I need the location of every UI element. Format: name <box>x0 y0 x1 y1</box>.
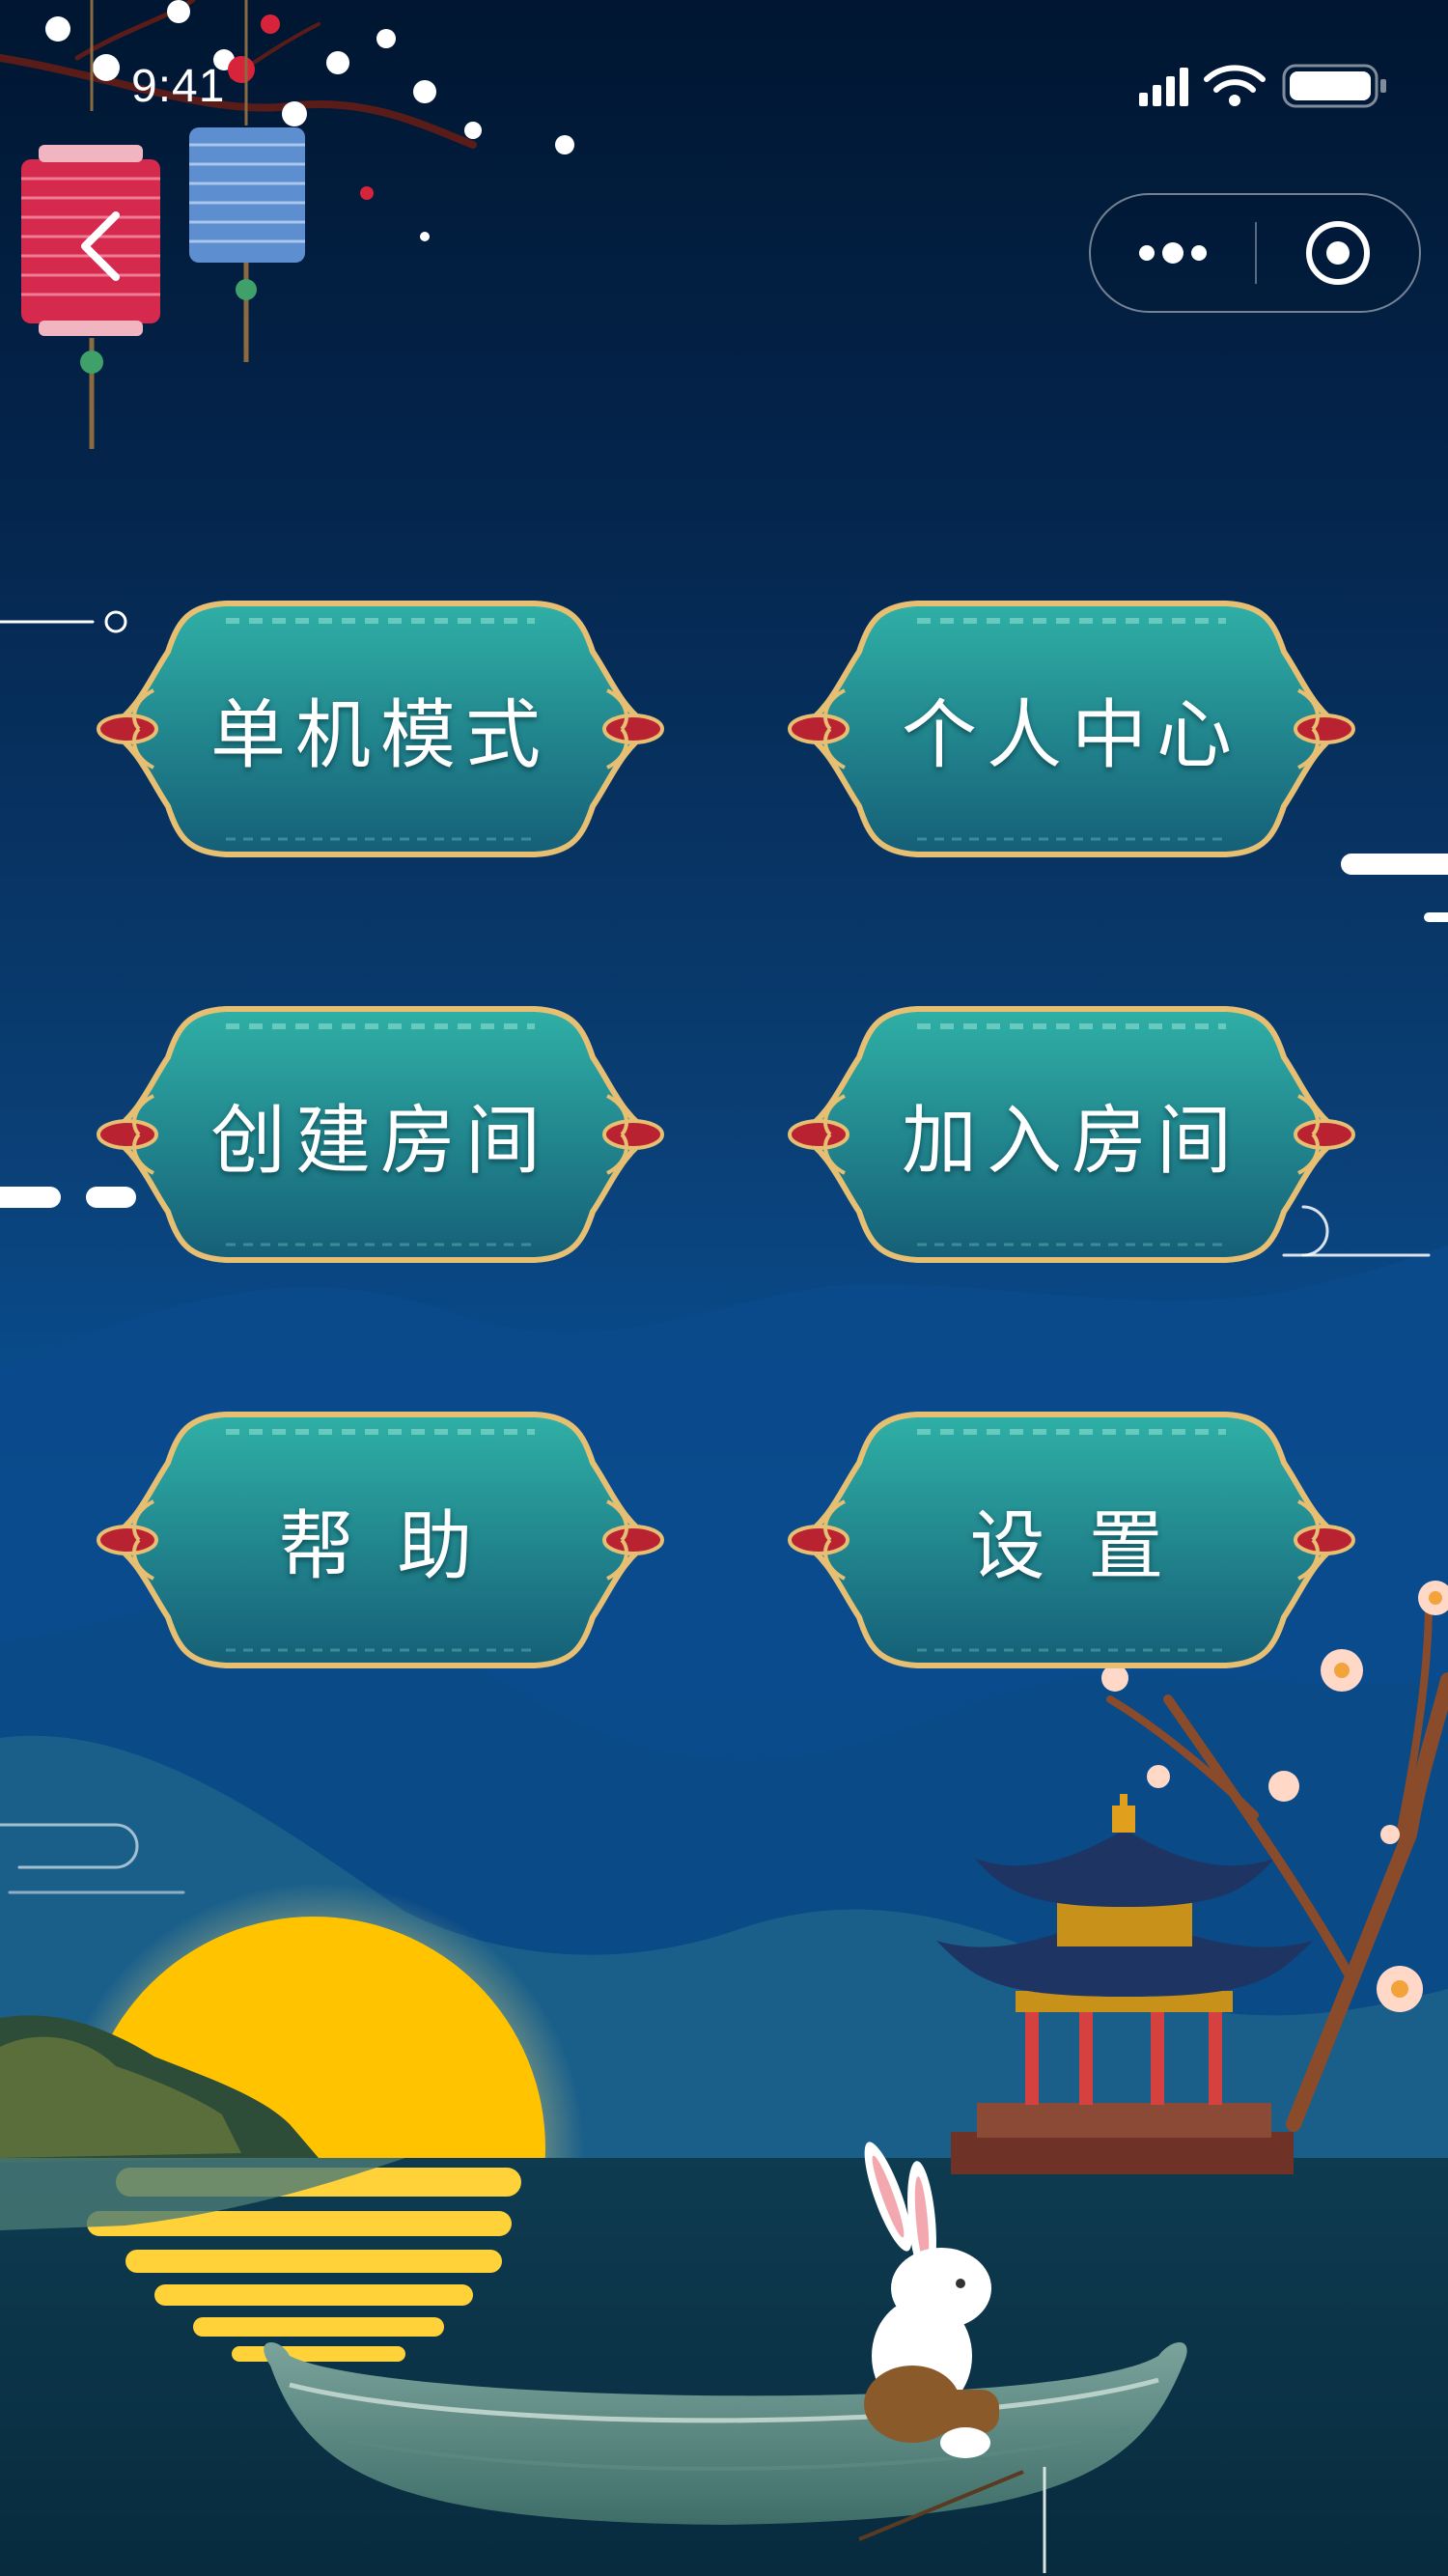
join-room-button[interactable]: 加入房间 <box>772 999 1371 1270</box>
settings-button[interactable]: 设 置 <box>772 1405 1371 1675</box>
single-mode-label: 单机模式 <box>209 692 550 779</box>
plum-branch <box>1106 1599 1448 2132</box>
ornate-button-frame <box>97 601 664 857</box>
status-icons <box>1139 64 1386 108</box>
personal-center-button[interactable]: 个人中心 <box>772 594 1371 864</box>
mini-program-capsule <box>1089 193 1421 313</box>
create-room-button[interactable]: 创建房间 <box>81 999 680 1270</box>
boat <box>264 2342 1187 2573</box>
target-circle-icon <box>1306 221 1370 285</box>
ornate-button-frame <box>788 1412 1355 1668</box>
ornate-button-frame <box>788 1006 1355 1263</box>
pavilion <box>936 1794 1313 2174</box>
more-dots-icon <box>1139 242 1207 264</box>
ornate-button-frame <box>788 601 1355 857</box>
island-shore <box>0 2158 405 2230</box>
cloud-streaks <box>0 610 1448 1894</box>
join-room-label: 加入房间 <box>901 1098 1241 1185</box>
ornate-button-frame <box>97 1006 664 1263</box>
rabbit <box>858 2142 1024 2541</box>
create-room-label: 创建房间 <box>209 1098 550 1185</box>
personal-center-label: 个人中心 <box>901 692 1241 779</box>
battery-icon <box>1282 64 1386 108</box>
help-button[interactable]: 帮 助 <box>81 1405 680 1675</box>
signal-icon <box>1139 68 1188 106</box>
ornate-button-frame <box>97 1412 664 1668</box>
wifi-icon <box>1204 65 1266 106</box>
more-button[interactable] <box>1091 195 1255 311</box>
settings-label: 设 置 <box>969 1503 1174 1590</box>
red-lantern <box>21 0 160 449</box>
blue-lantern <box>189 0 305 362</box>
single-mode-button[interactable]: 单机模式 <box>81 594 680 864</box>
status-time: 9:41 <box>131 61 226 112</box>
help-label: 帮 助 <box>278 1503 483 1590</box>
capsule-divider <box>1255 222 1257 284</box>
back-button[interactable] <box>21 159 161 323</box>
chevron-left-icon <box>81 211 120 281</box>
close-miniprogram-button[interactable] <box>1257 195 1419 311</box>
